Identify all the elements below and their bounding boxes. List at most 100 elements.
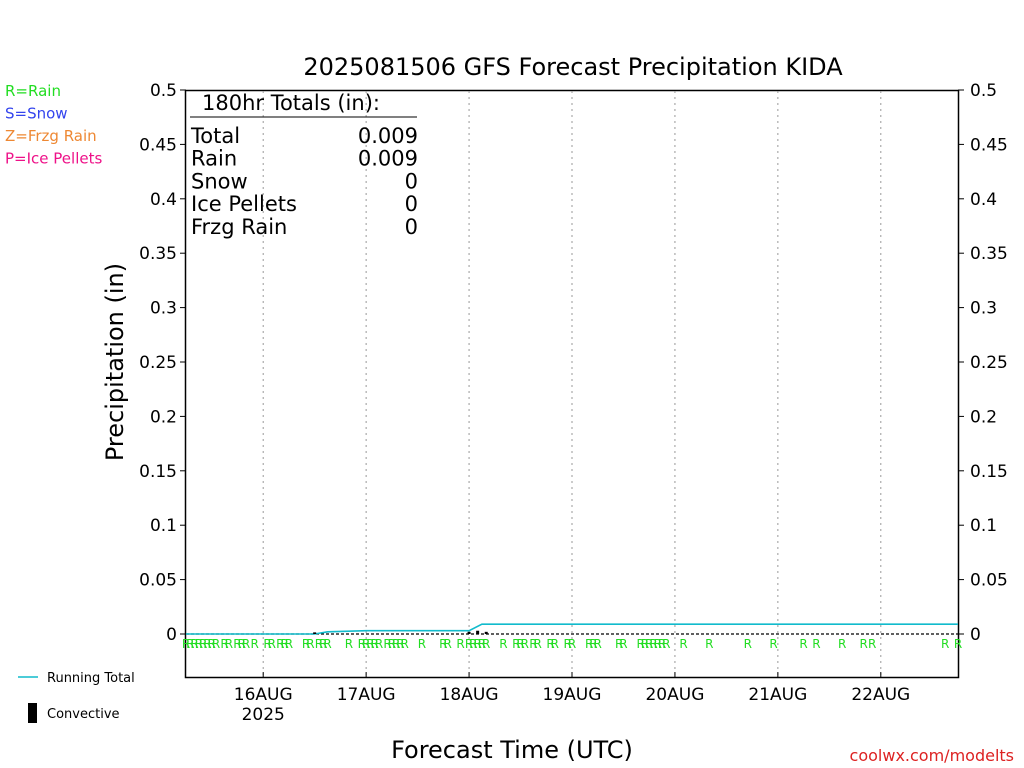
chart-title: 2025081506 GFS Forecast Precipitation KI…	[303, 53, 843, 81]
y-tick-label-right: 0.5	[970, 81, 997, 101]
totals-row-value: 0.009	[358, 124, 418, 148]
convective-bar	[476, 630, 480, 634]
totals-row-label: Frzg Rain	[191, 215, 287, 239]
ptype-marker-rain: R	[242, 637, 250, 651]
ptype-marker-rain: R	[679, 637, 687, 651]
ptype-marker-rain: R	[319, 637, 327, 651]
ptype-marker-rain: R	[315, 637, 323, 651]
ptype-marker-rain: R	[705, 637, 713, 651]
x-tick-label: 22AUG	[851, 685, 910, 705]
ptype-marker-rain: R	[208, 637, 216, 651]
convective-bar	[313, 632, 317, 634]
y-axis: 0 00.05 0.050.1 0.10.15 0.150.2 0.20.25 0.250.…	[139, 81, 1008, 645]
x-axis-title: Forecast Time (UTC)	[391, 736, 633, 764]
ptype-marker-rain: R	[443, 637, 451, 651]
y-tick-label-left: 0.4	[150, 190, 177, 210]
ptype-marker-rain: R	[186, 637, 194, 651]
ptype-marker-rain: R	[366, 637, 374, 651]
ptype-marker-rain: R	[521, 637, 529, 651]
ptype-marker-rain: R	[306, 637, 314, 651]
ptype-marker-rain: R	[456, 637, 464, 651]
totals-row-label: Snow	[191, 169, 248, 193]
ptype-marker-rain: R	[868, 637, 876, 651]
ptype-marker-rain: R	[392, 637, 400, 651]
x-tick-label: 16AUG	[234, 685, 293, 705]
ptype-marker-rain: R	[263, 637, 271, 651]
ptype-marker-rain: R	[212, 637, 220, 651]
ptype-marker-rain: R	[199, 637, 207, 651]
ptype-marker-rain: R	[195, 637, 203, 651]
ptype-marker-rain: R	[799, 637, 807, 651]
ptype-marker-rain: R	[396, 637, 404, 651]
ptype-marker-rain: R	[203, 637, 211, 651]
ptype-marker-rain: R	[362, 637, 370, 651]
y-tick-label-right: 0.25	[970, 353, 1008, 373]
ptype-marker-rain: R	[941, 637, 949, 651]
ptype-marker-rain: R	[744, 637, 752, 651]
y-tick-label-right: 0	[970, 625, 981, 645]
totals-row-label: Total	[190, 124, 240, 148]
ptype-marker-rain: R	[585, 637, 593, 651]
ptype-legend: R=Rain S=Snow Z=Frzg Rain P=Ice Pellets	[5, 82, 102, 168]
ptype-marker-rain: R	[280, 637, 288, 651]
totals-row-value: 0	[405, 169, 418, 193]
ptype-marker-rain: R	[499, 637, 507, 651]
totals-rows: Total 0.009 Rain 0.009 Snow 0 Ice Pellets 0 Frzg…	[190, 124, 418, 239]
y-tick-label-left: 0.25	[139, 353, 177, 373]
ptype-marker-rain: R	[619, 637, 627, 651]
site-credit: coolwx.com/modelts	[850, 746, 1014, 765]
ptype-marker-rain: R	[268, 637, 276, 651]
totals-row-value: 0	[405, 192, 418, 216]
plot-frame	[184, 89, 960, 679]
ptype-marker-rain: R	[182, 637, 190, 651]
ptype-marker-rain: R	[418, 637, 426, 651]
ptype-marker-rain: R	[388, 637, 396, 651]
ptype-marker-rain: R	[658, 637, 666, 651]
y-tick-label-left: 0.15	[139, 462, 177, 482]
ptype-marker-rain: R	[859, 637, 867, 651]
y-tick-label-right: 0.45	[970, 135, 1008, 155]
y-tick-label-right: 0.15	[970, 462, 1008, 482]
ptype-marker-rain: R	[641, 637, 649, 651]
ptype-marker-rain: R	[546, 637, 554, 651]
ptype-marker-rain: R	[516, 637, 524, 651]
ptype-marker-rain: R	[662, 637, 670, 651]
convective-swatch	[28, 703, 37, 723]
x-tick-label: 21AUG	[748, 685, 807, 705]
ptype-marker-rain: R	[636, 637, 644, 651]
series-layer	[186, 623, 958, 635]
y-tick-label-left: 0.5	[150, 81, 177, 101]
ptype-marker-rain: R	[645, 637, 653, 651]
y-tick-label-right: 0.2	[970, 407, 997, 427]
ptype-marker-rain: R	[375, 637, 383, 651]
ptype-marker-rain: R	[383, 637, 391, 651]
ptype-marker-rain: R	[276, 637, 284, 651]
ptype-marker-rain: R	[482, 637, 490, 651]
y-tick-label-right: 0.05	[970, 571, 1008, 591]
ptype-marker-rain: R	[371, 637, 379, 651]
ptype-legend-item: S=Snow	[5, 105, 68, 123]
ptype-marker-rain: R	[478, 637, 486, 651]
totals-row-label: Rain	[191, 147, 237, 171]
y-tick-label-right: 0.35	[970, 244, 1008, 264]
ptype-marker-rain: R	[954, 637, 962, 651]
ptype-marker-rain: R	[769, 637, 777, 651]
ptype-marker-rain: R	[469, 637, 477, 651]
y-tick-label-left: 0.05	[139, 571, 177, 591]
ptype-marker-rain: R	[323, 637, 331, 651]
ptype-marker-rain: R	[225, 637, 233, 651]
totals-row-value: 0	[405, 215, 418, 239]
ptype-marker-rain: R	[534, 637, 542, 651]
grid-layer	[262, 91, 882, 677]
totals-heading: 180hr Totals (in):	[202, 91, 380, 115]
ptype-marker-rain: R	[250, 637, 258, 651]
y-tick-label-left: 0	[166, 625, 177, 645]
ptype-marker-rain: R	[473, 637, 481, 651]
ptype-marker-rain: R	[302, 637, 310, 651]
ptype-marker-rain: R	[233, 637, 241, 651]
ptype-marker-rain: R	[838, 637, 846, 651]
ptype-marker-rain: R	[220, 637, 228, 651]
x-tick-year-label: 2025	[242, 705, 285, 725]
